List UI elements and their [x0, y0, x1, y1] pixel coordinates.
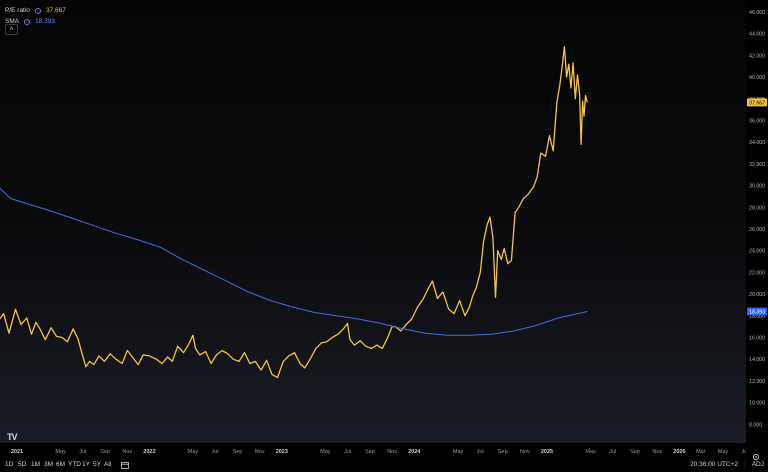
x-tick-label: May [718, 449, 729, 455]
legend: P/E ratio 37.667 SMA 18.393 [5, 5, 66, 27]
y-tick-label: 30.000 [749, 184, 765, 190]
range-button-6m[interactable]: 6M [56, 461, 66, 468]
indicator-source-icon [34, 7, 41, 14]
y-tick-label: 24.000 [749, 249, 765, 255]
chevron-up-icon: ˄ [9, 26, 14, 33]
y-tick-label: 28.000 [749, 205, 765, 211]
x-tick-label: May [453, 449, 464, 455]
legend-pe-label: P/E ratio [5, 7, 30, 14]
x-tick-label: Sep [233, 449, 243, 455]
x-tick-label: May [188, 449, 199, 455]
x-tick-label: Sep [100, 449, 110, 455]
range-button-all[interactable]: All [104, 461, 112, 468]
range-button-3m[interactable]: 3M [44, 461, 54, 468]
collapse-legend-button[interactable]: ˄ [5, 24, 18, 35]
y-tick-label: 8.000 [749, 422, 762, 428]
y-tick-label: 34.000 [749, 140, 765, 146]
sma-value-badge [747, 307, 767, 316]
x-tick-label: Nov [520, 449, 530, 455]
y-tick-label: 12.000 [749, 379, 765, 385]
x-tick-label: Jul [79, 449, 86, 455]
x-tick-label: Mar [696, 449, 706, 455]
x-tick-label: May [585, 449, 596, 455]
time-axis[interactable]: 2021 May Jul Sep Nov 2022 May Jul Sep Nov 2023 May J… [0, 443, 746, 458]
range-button-1y[interactable]: 1Y [82, 461, 90, 468]
pe-value-badge [747, 98, 767, 107]
pe-ratio-line[interactable] [0, 46, 588, 379]
legend-sma-label: SMA [5, 18, 20, 25]
x-tick-label: Jul [212, 449, 219, 455]
y-tick-label: 32.000 [749, 162, 765, 168]
x-tick-label: 2022 [143, 449, 155, 455]
legend-sma-value: 18.393 [35, 18, 55, 25]
range-button-1d[interactable]: 1D [5, 461, 14, 468]
y-tick-label: 36.000 [749, 119, 765, 125]
legend-row-pe[interactable]: P/E ratio 37.667 [5, 5, 66, 16]
y-tick-label: 22.000 [749, 270, 765, 276]
x-tick-label: 2023 [276, 449, 288, 455]
x-tick-label: 2025 [541, 449, 553, 455]
x-tick-label: Jul [477, 449, 484, 455]
y-tick-label: 46.000 [749, 10, 765, 16]
adj-toggle[interactable]: ADJ [751, 461, 764, 468]
x-tick-label: Sep [630, 449, 640, 455]
bottom-right-group: 20:36:00 UTC+2 | ADJ [690, 461, 764, 468]
y-tick-label: 16.000 [749, 336, 765, 342]
x-tick-label: Jul [344, 449, 351, 455]
y-tick-label: 18.000 [749, 314, 765, 320]
calendar-icon[interactable] [121, 461, 129, 471]
bottom-toolbar: 1D 5D 1M 3M 6M YTD 1Y 5Y All 20:36:00 UTC+2 | AD… [0, 458, 768, 472]
x-tick-label: Nov [387, 449, 397, 455]
chart-pane[interactable] [0, 0, 746, 443]
indicator-source-icon [24, 18, 31, 25]
y-tick-label: 40.000 [749, 75, 765, 81]
range-button-ytd[interactable]: YTD [68, 461, 81, 468]
x-tick-label: Jul [609, 449, 616, 455]
range-button-5y[interactable]: 5Y [93, 461, 101, 468]
y-tick-label: 14.000 [749, 357, 765, 363]
legend-pe-value: 37.667 [45, 7, 66, 14]
sma-value-badge-text: 18.393 [749, 310, 765, 316]
range-button-5d[interactable]: 5D [18, 461, 27, 468]
x-tick-label: May [55, 449, 66, 455]
x-tick-label: Jul [742, 449, 746, 455]
price-axis-svg: 46.00044.00042.00040.00038.00036.00034.0… [747, 10, 767, 428]
gear-icon[interactable] [752, 448, 760, 461]
legend-row-sma[interactable]: SMA 18.393 [5, 16, 66, 27]
tradingview-logo: TV [7, 432, 17, 442]
chart-canvas[interactable] [0, 0, 746, 443]
range-button-1m[interactable]: 1M [31, 461, 41, 468]
clock-time[interactable]: 20:36:00 UTC+2 [690, 461, 739, 468]
price-axis[interactable]: 46.00044.00042.00040.00038.00036.00034.0… [746, 0, 768, 443]
x-tick-label: 2024 [408, 449, 421, 455]
sma-line[interactable] [0, 172, 588, 336]
x-tick-label: 2026 [673, 449, 685, 455]
y-tick-label: 26.000 [749, 227, 765, 233]
x-tick-label: Sep [365, 449, 375, 455]
divider: | [744, 461, 746, 468]
y-tick-label: 44.000 [749, 32, 765, 38]
x-tick-label: 2021 [11, 449, 23, 455]
x-tick-label: Nov [122, 449, 132, 455]
pe-value-badge-text: 37.667 [749, 100, 765, 106]
y-tick-label: 10.000 [749, 401, 765, 407]
y-tick-label: 20.000 [749, 292, 765, 298]
x-tick-label: Nov [652, 449, 662, 455]
x-tick-label: Sep [498, 449, 508, 455]
y-tick-label: 42.000 [749, 53, 765, 59]
x-tick-label: May [320, 449, 331, 455]
x-tick-label: Nov [255, 449, 265, 455]
